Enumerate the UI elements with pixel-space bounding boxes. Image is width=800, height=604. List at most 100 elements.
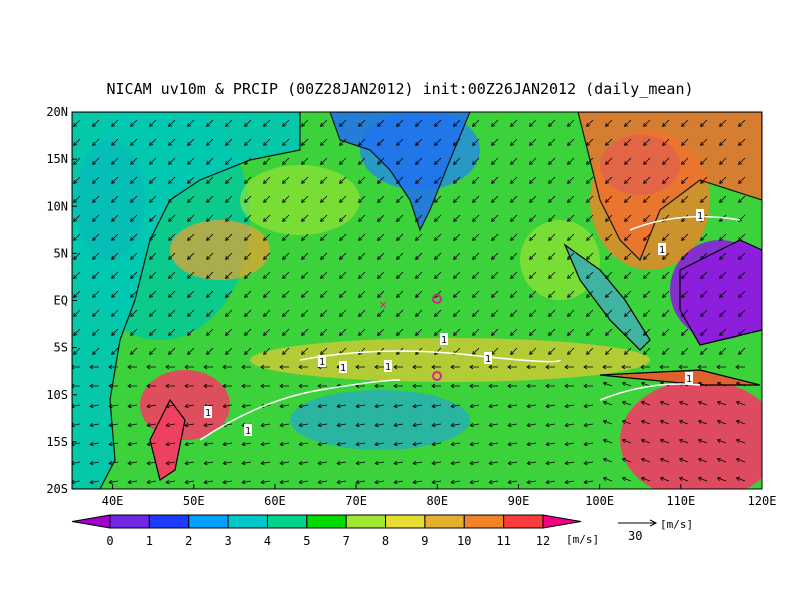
- wind-arrow: [507, 441, 518, 447]
- wind-arrow: [624, 347, 632, 355]
- wind-arrow: [130, 252, 138, 260]
- wind-arrow: [187, 176, 195, 184]
- contour-label: 1: [697, 211, 703, 222]
- wind-arrow: [545, 383, 555, 389]
- wind-arrow: [92, 347, 100, 355]
- wind-arrow: [491, 195, 499, 203]
- wind-arrow: [488, 479, 499, 485]
- wind-arrow: [469, 383, 479, 389]
- wind-arrow: [510, 347, 518, 355]
- wind-arrow: [165, 479, 176, 485]
- wind-arrow: [605, 252, 613, 260]
- wind-arrow: [472, 347, 480, 355]
- wind-arrow: [735, 457, 746, 463]
- wind-arrow: [548, 233, 556, 241]
- colorbar-label: 2: [185, 534, 192, 548]
- wind-arrow: [605, 138, 613, 146]
- wind-arrow: [526, 422, 537, 428]
- wind-arrow: [146, 441, 157, 447]
- wind-arrow: [431, 479, 442, 485]
- wind-arrow: [260, 460, 271, 466]
- wind-arrow: [187, 119, 195, 127]
- colorbar-label: 5: [303, 534, 310, 548]
- wind-arrow: [396, 157, 404, 165]
- wind-arrow: [453, 290, 461, 298]
- wind-arrow: [640, 476, 651, 482]
- wind-arrow: [472, 271, 480, 279]
- wind-arrow: [279, 403, 290, 409]
- wind-arrow: [491, 233, 499, 241]
- wind-arrow: [396, 214, 404, 222]
- wind-arrow: [358, 328, 366, 336]
- wind-arrow: [92, 157, 100, 165]
- wind-arrow: [491, 119, 499, 127]
- wind-arrow: [491, 252, 499, 260]
- wind-arrow: [377, 290, 385, 298]
- wind-arrow: [225, 271, 233, 279]
- wind-arrow: [377, 309, 385, 317]
- wind-arrow: [149, 233, 157, 241]
- wind-arrow: [453, 309, 461, 317]
- wind-arrow: [111, 233, 119, 241]
- wind-arrow: [206, 347, 214, 355]
- colorbar-box: [227, 514, 268, 529]
- colorbar-label: 8: [382, 534, 389, 548]
- wind-arrow: [374, 460, 385, 466]
- wind-arrow: [529, 347, 537, 355]
- wind-arrow: [488, 441, 499, 447]
- wind-arrow: [396, 138, 404, 146]
- marker: ×: [379, 298, 387, 313]
- wind-arrow: [187, 138, 195, 146]
- wind-arrow: [659, 364, 669, 370]
- wind-arrow: [165, 460, 176, 466]
- wind-arrow: [282, 252, 290, 260]
- wind-arrow: [507, 479, 518, 485]
- wind-arrow: [738, 157, 746, 165]
- wind-arrow: [149, 119, 157, 127]
- wind-arrow: [624, 195, 632, 203]
- wind-arrow: [339, 119, 347, 127]
- wind-arrow: [301, 233, 309, 241]
- wind-arrow: [472, 309, 480, 317]
- wind-arrow: [168, 309, 176, 317]
- wind-arrow: [377, 119, 385, 127]
- wind-arrow: [72, 403, 81, 409]
- contour-label-box: [696, 209, 704, 221]
- wind-arrow: [719, 290, 727, 298]
- wind-arrow: [339, 271, 347, 279]
- wind-arrow: [434, 233, 442, 241]
- wind-arrow: [469, 479, 480, 485]
- wind-arrow: [358, 176, 366, 184]
- wind-arrow: [659, 476, 670, 482]
- wind-arrow: [602, 438, 613, 444]
- wind-arrow: [358, 195, 366, 203]
- wind-arrow: [393, 441, 404, 447]
- wind-arrow: [434, 195, 442, 203]
- contour-label-box: [204, 406, 212, 418]
- wind-arrow: [567, 157, 575, 165]
- colorbar-label: 7: [343, 534, 350, 548]
- wind-arrow: [393, 460, 404, 466]
- wind-arrow: [130, 119, 138, 127]
- wind-arrow: [149, 309, 157, 317]
- wind-arrow: [225, 290, 233, 298]
- wind-arrow: [472, 176, 480, 184]
- reference-vector-head: [649, 519, 658, 527]
- wind-arrow: [317, 383, 327, 389]
- wind-arrow: [450, 460, 461, 466]
- wind-arrow: [127, 364, 137, 370]
- wind-arrow: [624, 214, 632, 222]
- colorbar-label: 3: [224, 534, 231, 548]
- wind-arrow: [548, 347, 556, 355]
- wind-arrow: [548, 271, 556, 279]
- wind-arrow: [719, 138, 727, 146]
- wind-arrow: [640, 364, 650, 370]
- wind-arrow: [127, 441, 138, 447]
- wind-arrow: [263, 271, 271, 279]
- y-tick-label: 15N: [46, 152, 68, 166]
- wind-arrow: [719, 252, 727, 260]
- wind-arrow: [719, 119, 727, 127]
- wind-arrow: [738, 347, 746, 355]
- wind-arrow: [415, 252, 423, 260]
- wind-arrow: [624, 176, 632, 184]
